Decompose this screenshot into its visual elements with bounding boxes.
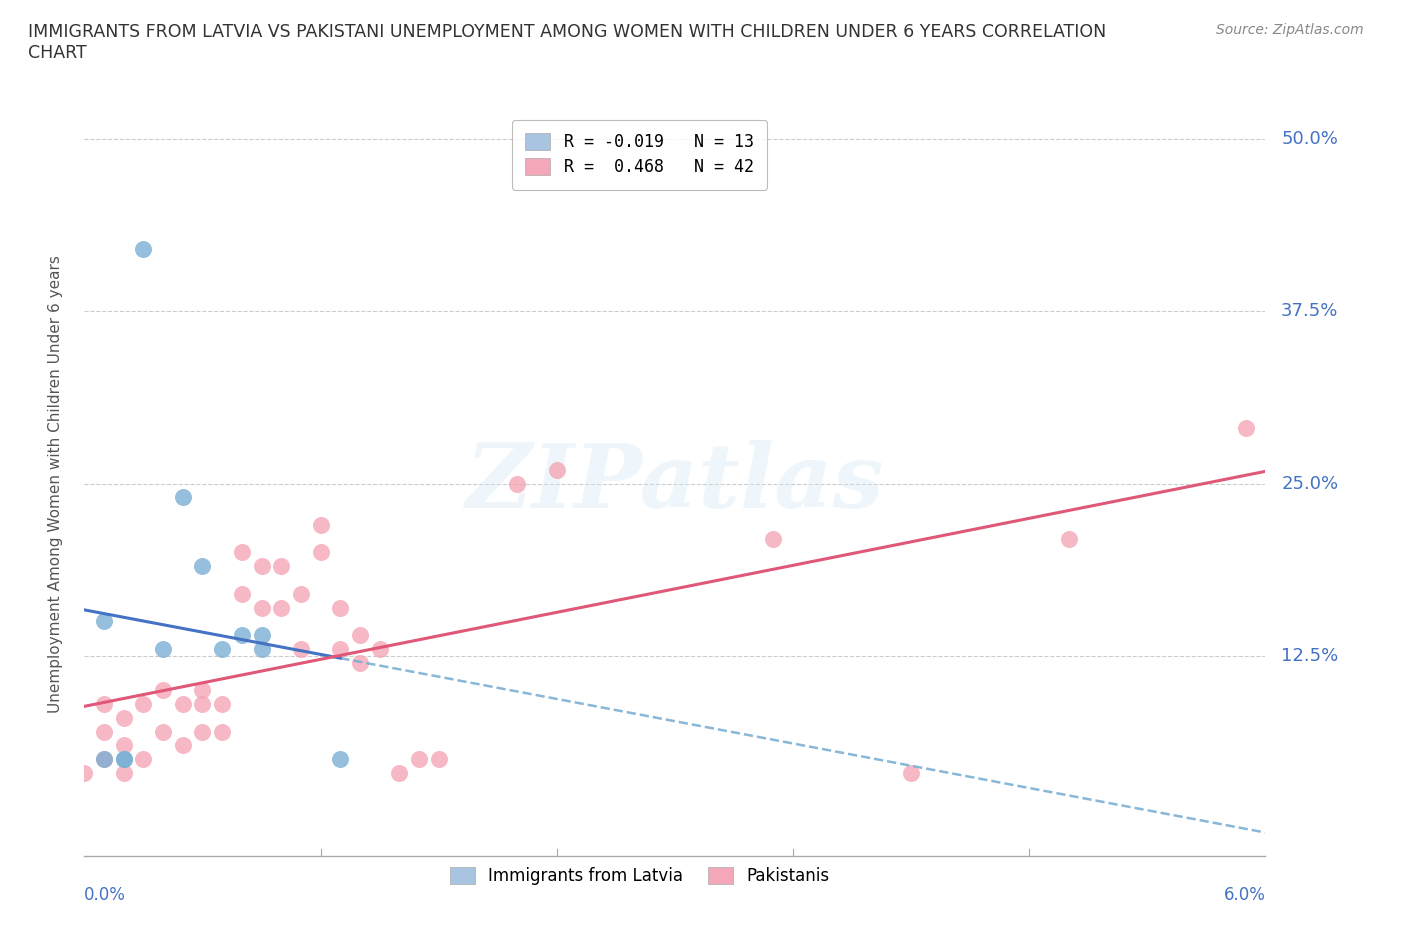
Point [250,642,273,657]
Point [93,697,115,711]
Point [211,697,233,711]
Point [329,751,352,766]
Point [231,545,253,560]
Point [290,587,312,602]
Point [93,751,115,766]
Point [349,656,371,671]
Point [388,765,411,780]
Point [191,559,214,574]
Text: 25.0%: 25.0% [1281,474,1339,493]
Point [191,683,214,698]
Point [93,724,115,739]
Point [270,559,292,574]
Point [408,751,430,766]
Point [1234,421,1257,436]
Point [368,642,391,657]
Text: 12.5%: 12.5% [1281,647,1339,665]
Point [1057,531,1080,546]
Text: 0.0%: 0.0% [84,886,127,904]
Text: ZIPatlas: ZIPatlas [467,440,883,527]
Point [250,600,273,615]
Point [112,751,135,766]
Point [270,600,292,615]
Point [211,724,233,739]
Legend: Immigrants from Latvia, Pakistanis: Immigrants from Latvia, Pakistanis [443,860,837,892]
Point [172,697,194,711]
Point [900,765,922,780]
Text: 37.5%: 37.5% [1281,302,1339,320]
Point [112,711,135,725]
Point [172,490,194,505]
Point [191,724,214,739]
Point [231,587,253,602]
Point [211,642,233,657]
Point [762,531,785,546]
Point [93,614,115,629]
Text: 50.0%: 50.0% [1281,130,1339,148]
Point [152,642,174,657]
Point [329,600,352,615]
Point [73,765,96,780]
Text: Unemployment Among Women with Children Under 6 years: Unemployment Among Women with Children U… [48,255,63,712]
Point [250,628,273,643]
Point [112,751,135,766]
Point [132,242,155,257]
Point [191,697,214,711]
Point [152,683,174,698]
Point [152,724,174,739]
Point [93,751,115,766]
Point [506,476,529,491]
Text: 6.0%: 6.0% [1223,886,1265,904]
Point [132,751,155,766]
Point [290,642,312,657]
Point [172,737,194,752]
Point [112,737,135,752]
Point [546,462,568,477]
Point [427,751,450,766]
Point [250,559,273,574]
Point [349,628,371,643]
Point [329,642,352,657]
Point [231,628,253,643]
Text: IMMIGRANTS FROM LATVIA VS PAKISTANI UNEMPLOYMENT AMONG WOMEN WITH CHILDREN UNDER: IMMIGRANTS FROM LATVIA VS PAKISTANI UNEM… [28,23,1107,62]
Point [309,545,332,560]
Point [112,765,135,780]
Point [309,517,332,532]
Text: Source: ZipAtlas.com: Source: ZipAtlas.com [1216,23,1364,37]
Point [132,697,155,711]
